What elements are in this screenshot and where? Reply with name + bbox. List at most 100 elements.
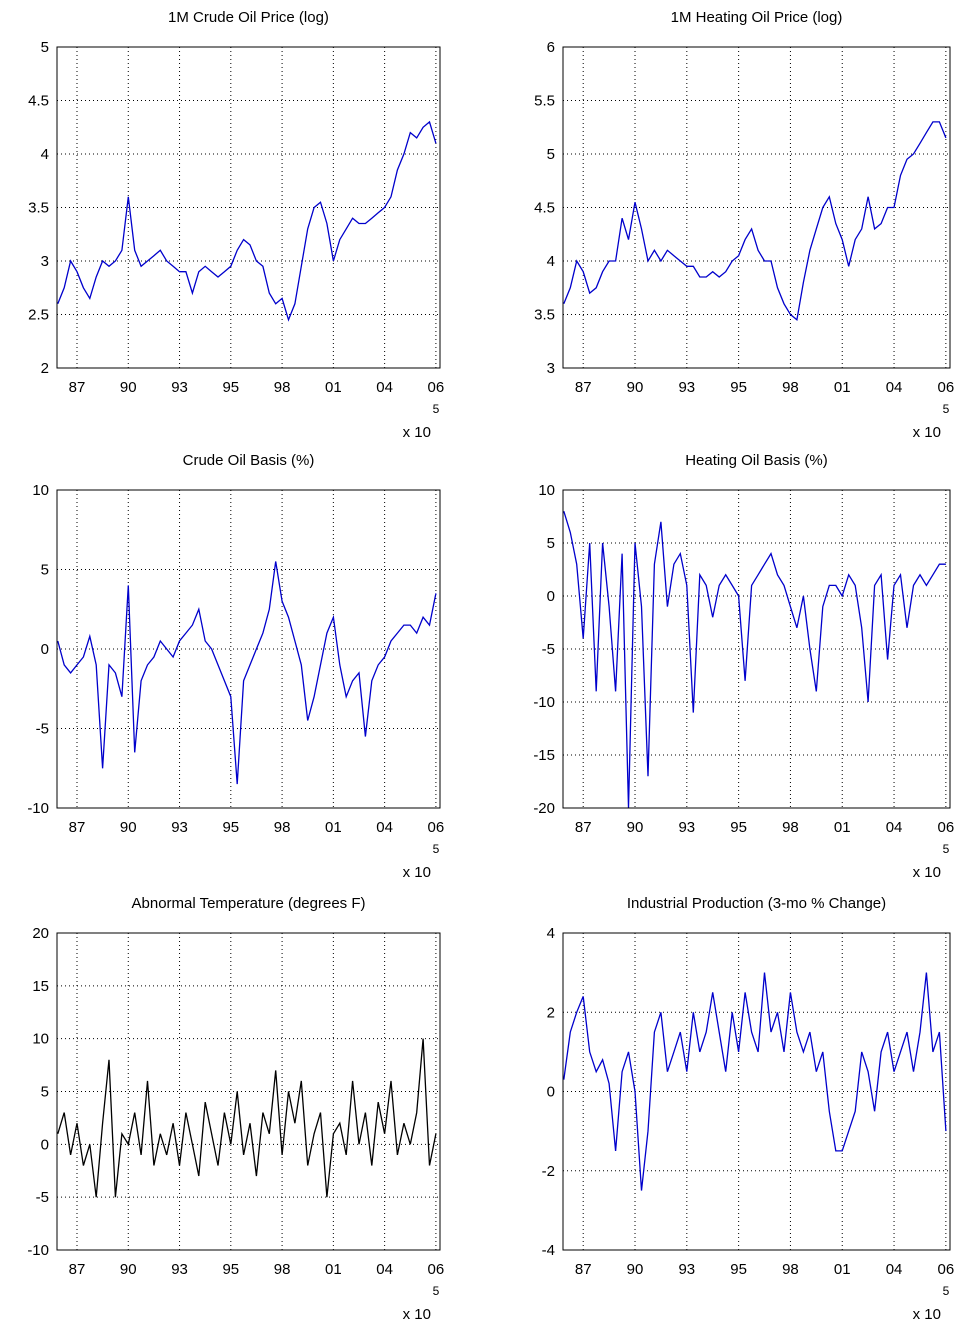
y-tick-label: 0 — [41, 1136, 49, 1153]
x-tick-label: 01 — [325, 1261, 342, 1278]
y-tick-label: 3 — [547, 360, 555, 377]
subplot: Heating Oil Basis (%) -20 -15 -10 -5 0 5 10 87 90… — [533, 452, 954, 881]
x-tick-label: 98 — [274, 379, 291, 396]
x-tick-label: 87 — [575, 1261, 592, 1278]
x-scale-exponent: 5 — [433, 402, 440, 416]
x-tick-label: 01 — [834, 379, 851, 396]
y-tick-label: -5 — [542, 641, 555, 658]
x-tick-label: 87 — [575, 819, 592, 836]
y-tick-label: -4 — [542, 1242, 555, 1259]
x-tick-label: 01 — [325, 379, 342, 396]
x-tick-label: 87 — [69, 1261, 86, 1278]
x-tick-label: 93 — [171, 379, 188, 396]
y-tick-label: 0 — [41, 641, 49, 658]
x-tick-label: 95 — [222, 819, 239, 836]
y-tick-label: 0 — [547, 588, 555, 605]
y-tick-label: -2 — [542, 1163, 555, 1180]
y-tick-label: 5 — [41, 1084, 49, 1101]
x-tick-label: 04 — [886, 379, 903, 396]
chart-title: 1M Heating Oil Price (log) — [671, 9, 843, 26]
plot-background — [57, 490, 440, 808]
chart-title: Abnormal Temperature (degrees F) — [132, 895, 366, 912]
y-tick-label: -15 — [533, 747, 555, 764]
x-tick-label: 06 — [938, 1261, 955, 1278]
x-tick-label: 95 — [222, 1261, 239, 1278]
data-line — [563, 972, 947, 1191]
subplot: Abnormal Temperature (degrees F) -10 -5 0 5 1… — [27, 895, 444, 1323]
x-tick-label: 87 — [575, 379, 592, 396]
x-tick-label: 90 — [120, 819, 137, 836]
x-tick-label: 87 — [69, 379, 86, 396]
x-tick-label: 01 — [834, 819, 851, 836]
y-tick-label: 10 — [32, 1031, 49, 1048]
chart-title: 1M Crude Oil Price (log) — [168, 9, 329, 26]
y-tick-label: 5 — [41, 39, 49, 56]
data-line — [57, 120, 437, 322]
x-tick-label: 06 — [938, 819, 955, 836]
x-tick-label: 01 — [325, 819, 342, 836]
subplot: Industrial Production (3-mo % Change) -4 -… — [542, 895, 955, 1323]
x-tick-label: 98 — [274, 819, 291, 836]
x-scale-multiplier: x 10 — [913, 424, 941, 441]
y-tick-label: -5 — [36, 721, 49, 738]
x-scale-exponent: 5 — [433, 842, 440, 856]
x-tick-label: 98 — [782, 379, 799, 396]
x-tick-label: 04 — [376, 819, 393, 836]
x-tick-label: 87 — [69, 819, 86, 836]
x-tick-label: 95 — [222, 379, 239, 396]
x-scale-exponent: 5 — [433, 1284, 440, 1298]
x-tick-label: 04 — [376, 1261, 393, 1278]
y-tick-label: 10 — [538, 482, 555, 499]
y-tick-label: 10 — [32, 482, 49, 499]
subplot: 1M Crude Oil Price (log) 2 2.5 3 3.5 4 4.5 5 87 9… — [28, 9, 444, 441]
y-tick-label: 4.5 — [534, 200, 555, 217]
y-tick-label: 4 — [547, 253, 555, 270]
y-tick-label: 4 — [41, 146, 49, 163]
y-tick-label: 0 — [547, 1084, 555, 1101]
x-tick-label: 95 — [730, 819, 747, 836]
y-tick-label: 4 — [547, 925, 555, 942]
plot-frame — [562, 932, 951, 1251]
x-tick-label: 06 — [938, 379, 955, 396]
y-tick-label: 3 — [41, 253, 49, 270]
y-tick-label: -10 — [533, 694, 555, 711]
plot-background — [57, 47, 440, 368]
x-scale-multiplier: x 10 — [403, 1306, 431, 1323]
x-tick-label: 06 — [428, 1261, 445, 1278]
x-tick-label: 06 — [428, 819, 445, 836]
x-tick-label: 90 — [120, 1261, 137, 1278]
x-scale-multiplier: x 10 — [913, 1306, 941, 1323]
y-tick-label: 2 — [547, 1004, 555, 1021]
y-tick-label: 5 — [547, 146, 555, 163]
y-tick-label: 20 — [32, 925, 49, 942]
x-tick-label: 01 — [834, 1261, 851, 1278]
x-tick-label: 93 — [678, 819, 695, 836]
x-tick-label: 95 — [730, 1261, 747, 1278]
y-tick-label: 4.5 — [28, 93, 49, 110]
x-tick-label: 93 — [171, 819, 188, 836]
plot-frame — [562, 489, 951, 809]
x-tick-label: 04 — [376, 379, 393, 396]
y-tick-label: 6 — [547, 39, 555, 56]
y-tick-label: 5 — [547, 535, 555, 552]
chart-title: Industrial Production (3-mo % Change) — [627, 895, 886, 912]
x-tick-label: 98 — [782, 819, 799, 836]
x-scale-exponent: 5 — [943, 1284, 950, 1298]
x-scale-multiplier: x 10 — [403, 424, 431, 441]
plot-background — [57, 933, 440, 1250]
x-tick-label: 98 — [274, 1261, 291, 1278]
data-line — [57, 561, 437, 785]
y-tick-label: 5 — [41, 562, 49, 579]
x-tick-label: 93 — [678, 1261, 695, 1278]
plot-frame — [56, 46, 441, 369]
y-tick-label: 15 — [32, 978, 49, 995]
y-tick-label: -20 — [533, 800, 555, 817]
x-tick-label: 90 — [120, 379, 137, 396]
subplot: 1M Heating Oil Price (log) 3 3.5 4 4.5 5 5.5 6 8… — [534, 9, 954, 441]
plot-frame — [562, 46, 951, 369]
y-tick-label: -10 — [27, 800, 49, 817]
y-tick-label: -10 — [27, 1242, 49, 1259]
x-tick-label: 90 — [627, 1261, 644, 1278]
y-tick-label: 5.5 — [534, 93, 555, 110]
